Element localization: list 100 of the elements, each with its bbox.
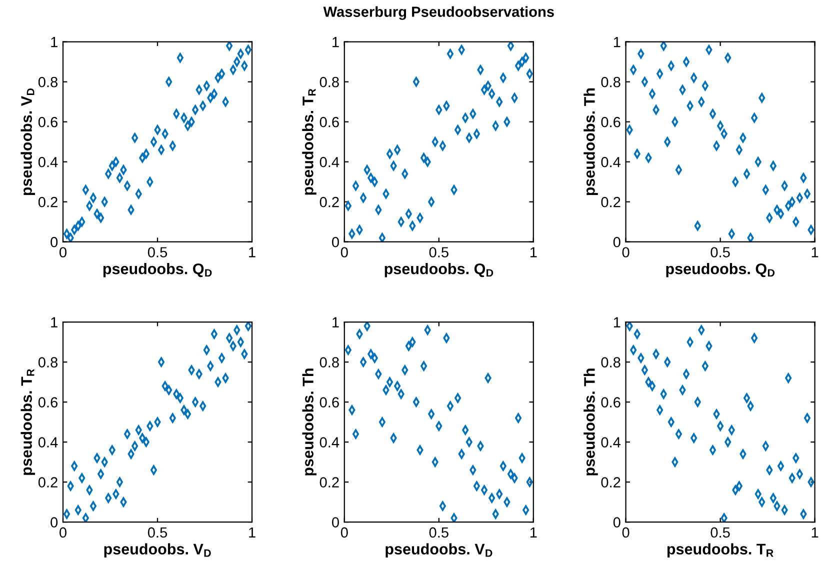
point	[124, 429, 131, 439]
point	[796, 469, 803, 479]
point	[101, 457, 108, 467]
point	[751, 333, 758, 343]
y-tick-label: 0.6	[38, 116, 58, 128]
point	[230, 341, 236, 351]
point	[78, 473, 86, 483]
point	[176, 393, 184, 403]
y-tick-label: 0	[50, 236, 58, 248]
y-tick-label: 0	[332, 517, 339, 528]
y-tick-label: 1	[614, 317, 620, 328]
point	[649, 381, 656, 391]
x-tick-label: 1	[530, 247, 537, 258]
point	[800, 509, 807, 519]
point	[728, 425, 735, 435]
chart-title: Wasserburg Pseudoobservations	[323, 6, 554, 20]
y-tick-label: 1	[614, 37, 620, 48]
point	[139, 433, 146, 443]
x-tick-label: 0.5	[429, 527, 448, 538]
point	[348, 405, 356, 415]
point	[484, 373, 492, 383]
y-tick-label: 0.2	[38, 477, 58, 488]
point	[454, 393, 462, 403]
point	[241, 349, 248, 359]
point	[173, 389, 180, 399]
point	[679, 385, 686, 395]
point	[398, 389, 404, 399]
x-tick-label: 0.5	[710, 527, 730, 538]
x-tick-label: 0	[340, 527, 348, 538]
y-tick-label: 0.4	[601, 156, 621, 168]
point	[386, 377, 394, 387]
x-axis-title: pseudoobs. Q$_{D}$	[103, 263, 212, 278]
point	[792, 453, 800, 463]
point	[762, 441, 769, 451]
point	[515, 413, 522, 423]
point	[424, 325, 431, 335]
point	[462, 425, 469, 435]
point	[694, 397, 701, 407]
y-tick-label: 0.4	[38, 156, 58, 168]
point	[222, 373, 229, 383]
x-tick-label: 0.5	[148, 247, 168, 258]
y-tick-label: 0.6	[320, 397, 339, 408]
point	[645, 377, 652, 387]
point	[770, 493, 776, 503]
y-tick-label: 0.2	[320, 196, 339, 208]
point	[774, 501, 780, 511]
point	[154, 417, 161, 427]
y-axis-title: pseudoobs. V$_{D}$	[20, 88, 35, 196]
point	[630, 345, 637, 355]
point	[360, 357, 367, 367]
y-axis-title: pseudoobs. Th	[584, 88, 598, 196]
point	[660, 389, 667, 399]
point	[128, 449, 134, 459]
y-tick-label: 0.8	[601, 357, 620, 368]
point	[804, 413, 810, 423]
x-tick-label: 0	[60, 247, 66, 258]
point	[234, 325, 240, 335]
point	[732, 485, 739, 495]
point	[436, 421, 442, 431]
point	[470, 465, 476, 475]
point	[492, 509, 499, 519]
point	[158, 357, 165, 367]
point	[717, 421, 724, 431]
point	[641, 365, 648, 375]
point	[781, 505, 788, 515]
point	[626, 322, 633, 331]
y-tick-label: 1	[51, 317, 58, 328]
point	[446, 401, 454, 411]
point	[207, 361, 214, 371]
point	[375, 369, 382, 379]
point	[382, 385, 390, 395]
point	[432, 457, 438, 467]
point	[683, 369, 690, 379]
y-tick-label: 0.4	[320, 437, 340, 448]
point	[744, 393, 750, 403]
point	[90, 501, 96, 511]
point	[226, 42, 233, 51]
x-tick-label: 1	[249, 247, 256, 258]
point	[450, 513, 458, 522]
point	[690, 433, 698, 443]
y-tick-label: 1	[51, 37, 58, 48]
point	[226, 333, 233, 343]
y-tick-label: 0.2	[38, 196, 58, 208]
y-tick-label: 0.2	[320, 477, 339, 488]
point	[364, 322, 370, 331]
point	[660, 42, 667, 51]
y-tick-label: 0.8	[38, 76, 58, 88]
point	[724, 437, 732, 447]
point	[112, 489, 120, 499]
y-axis-title: pseudoobs. Th	[302, 368, 316, 476]
point	[67, 232, 74, 242]
point	[443, 333, 450, 343]
point	[210, 329, 218, 339]
point	[132, 441, 138, 451]
point	[785, 373, 792, 383]
point	[466, 437, 472, 447]
point	[672, 457, 678, 467]
y-tick-label: 0.2	[601, 196, 620, 208]
y-axis-title: pseudoobs. Th	[584, 368, 598, 476]
point	[488, 493, 496, 503]
